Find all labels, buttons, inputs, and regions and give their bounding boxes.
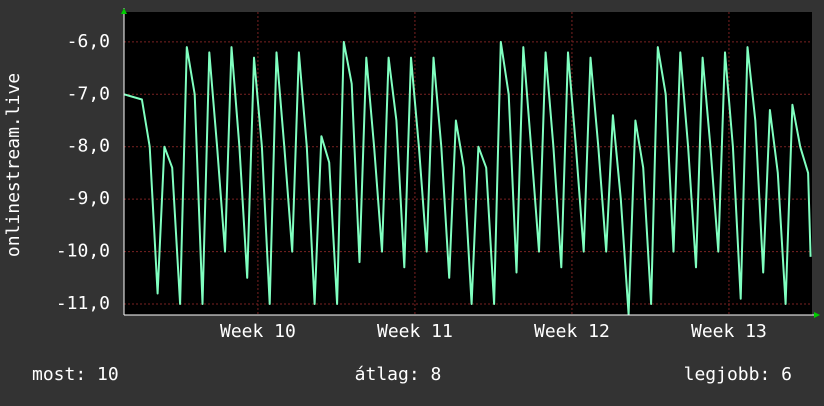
- y-tick-label: -6,0: [67, 31, 110, 52]
- y-tick-label: -7,0: [67, 83, 110, 104]
- y-axis-arrow: [121, 8, 127, 14]
- x-tick-label: Week 11: [377, 321, 453, 342]
- x-tick-label: Week 10: [220, 321, 296, 342]
- y-axis-label: onlinestream.live: [3, 73, 24, 257]
- y-tick-label: -9,0: [67, 188, 110, 209]
- data-line: [123, 40, 812, 316]
- x-tick-label: Week 12: [534, 321, 610, 342]
- footer-average: átlag: 8: [355, 364, 442, 385]
- x-axis-arrow: [814, 312, 820, 318]
- plot-area: [124, 12, 812, 315]
- x-tick-label: Week 13: [691, 321, 767, 342]
- y-tick-label: -8,0: [67, 136, 110, 157]
- y-tick-label: -10,0: [56, 241, 110, 262]
- footer-current: most: 10: [32, 364, 119, 385]
- y-tick-label: -11,0: [56, 293, 110, 314]
- footer-max: legjobb: 6: [684, 364, 792, 385]
